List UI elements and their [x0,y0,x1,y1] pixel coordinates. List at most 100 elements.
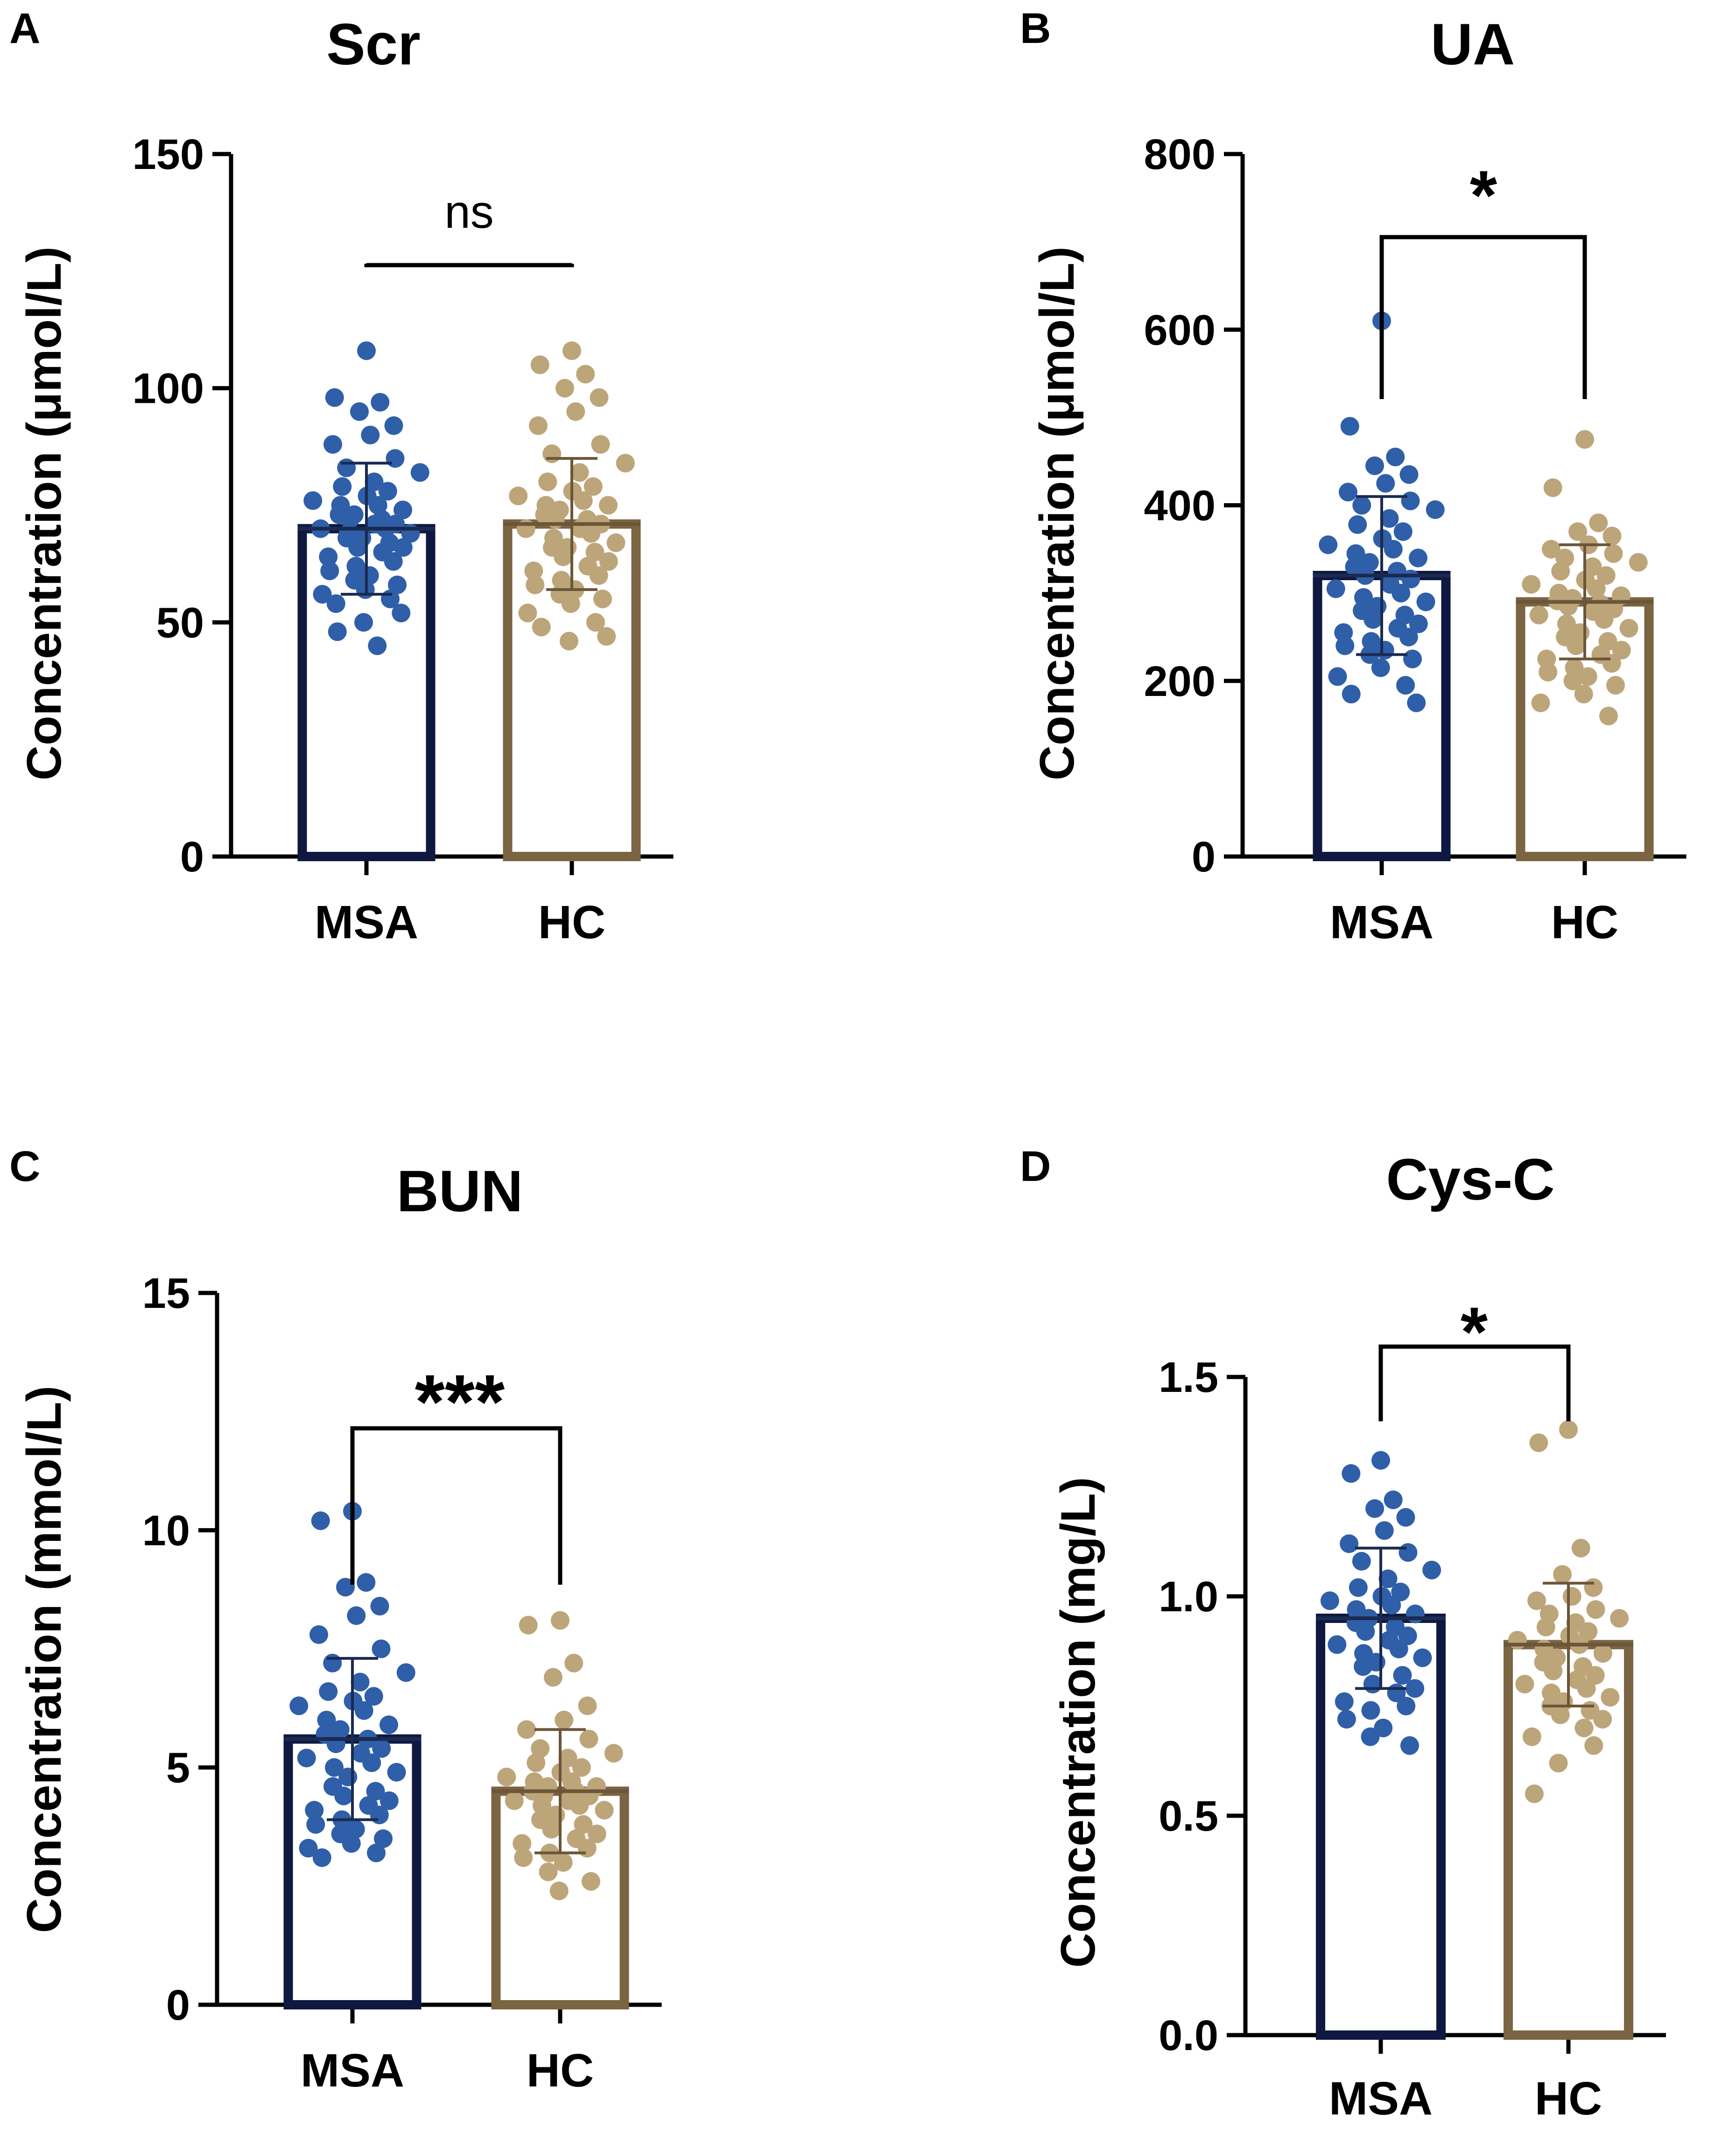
data-point [1393,522,1413,541]
data-point [587,1825,606,1843]
data-point [1393,1666,1412,1685]
data-point [289,1696,309,1715]
data-point [579,1729,598,1749]
data-point [574,1815,593,1834]
data-point [1551,562,1570,581]
data-point [392,604,411,623]
data-point [1397,1697,1416,1715]
data-point [1577,1679,1596,1698]
data-point [1340,1534,1359,1553]
y-tick-label: 600 [1144,306,1216,354]
data-point [297,1749,316,1768]
data-point [519,1615,538,1635]
data-point [323,435,342,454]
data-point [1571,1538,1590,1558]
data-point [582,524,601,543]
y-tick-label: 800 [1144,131,1216,178]
data-point [1386,448,1405,467]
data-point [518,604,537,623]
data-point [509,486,528,506]
data-point [560,632,578,651]
x-tick-label-hc: HC [1535,2072,1602,2125]
data-point [1543,478,1562,497]
significance-label: * [1461,1292,1488,1371]
data-point [312,1848,331,1867]
data-point [1413,1648,1432,1667]
data-point [1539,662,1558,681]
data-point [555,379,574,398]
data-point [1567,636,1586,655]
data-point [1403,649,1422,668]
data-point [1595,610,1614,629]
data-point [554,547,573,566]
chart-title: Cys-C [1386,1147,1554,1212]
data-point [1365,1499,1385,1518]
data-point [1522,575,1541,594]
x-tick-label-msa: MSA [301,2044,404,2097]
data-point [360,566,379,585]
data-point [1599,707,1618,725]
data-point [542,444,562,464]
data-point [1398,1626,1417,1645]
data-point [1589,513,1608,533]
data-point [354,1701,373,1720]
data-point [1409,614,1428,633]
x-tick-label-msa: MSA [1330,896,1434,948]
y-tick-label: 1.5 [1159,1354,1218,1401]
data-point [1527,1591,1546,1610]
panel-letter: A [9,5,40,52]
data-point [313,585,332,604]
data-point [1553,1565,1572,1584]
data-point [526,576,545,595]
data-point [357,1573,376,1592]
data-point [370,1805,389,1825]
data-point [514,1848,533,1867]
y-tick-label: 0 [1192,833,1216,881]
data-point [597,627,616,646]
data-point [1371,1451,1390,1470]
data-point [1363,610,1383,629]
data-point [365,472,384,492]
data-point [334,1786,353,1805]
panel-letter: B [1020,5,1051,52]
data-point [299,1839,318,1858]
data-point [326,594,345,613]
data-point [1352,496,1371,515]
data-point [1551,1705,1570,1724]
data-point [325,388,344,407]
data-point [1396,676,1415,695]
data-point [1354,1657,1373,1676]
panel-ua: B UA Concentration (μmol/L) MSA HC * 0 20… [1020,5,1687,948]
data-point [1396,1508,1415,1527]
data-point [1602,654,1621,673]
data-point [357,341,376,360]
data-point [1400,1736,1419,1755]
data-point [1339,483,1357,502]
data-point [582,1872,600,1891]
chart-title: Scr [326,12,421,77]
data-point [1619,618,1638,638]
data-point [616,454,635,473]
data-point [374,1829,393,1848]
data-point [1578,667,1597,686]
data-point [371,393,390,412]
y-axis-label: Concentration (μmol/L) [1030,246,1084,780]
data-point [572,1758,591,1777]
data-point [1337,1710,1356,1729]
data-point [591,435,610,454]
data-point [1352,1552,1371,1571]
y-tick-label: 0 [180,833,204,881]
data-point [578,1696,597,1715]
data-point [1568,522,1587,541]
y-tick-label: 1.0 [1159,1573,1218,1621]
data-point [570,1796,589,1815]
data-point [505,1791,524,1810]
data-point [380,1791,399,1810]
data-point [311,1511,330,1530]
data-point [323,1654,342,1672]
data-point [303,491,323,510]
data-point [1376,474,1395,493]
data-point [1593,1710,1612,1729]
data-point [367,1843,386,1862]
data-point [538,472,557,492]
